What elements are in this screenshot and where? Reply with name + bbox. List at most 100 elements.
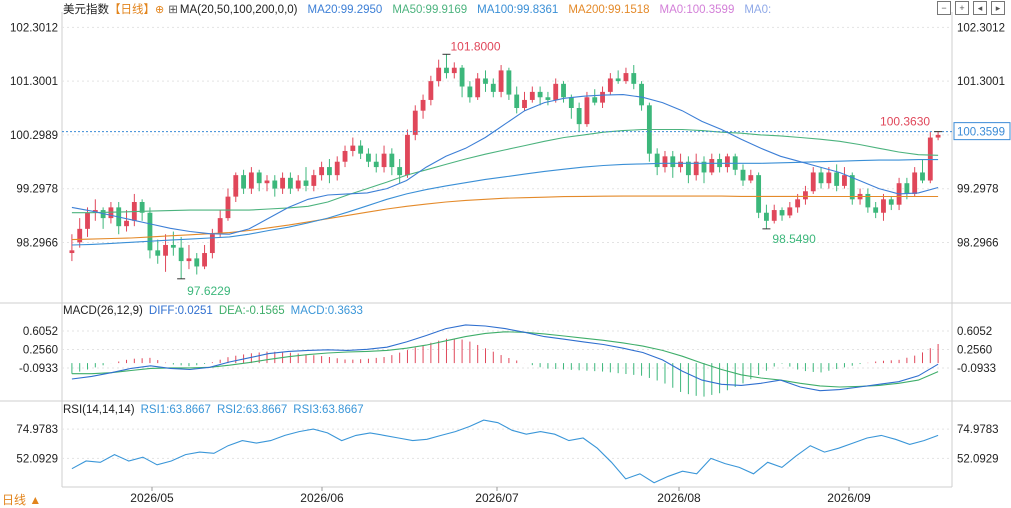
- rsi-tick-label: 52.0929: [16, 453, 58, 465]
- rsi1-value: RSI1:63.8667: [140, 404, 211, 416]
- candle-body: [584, 97, 590, 125]
- y-tick-label: 98.2966: [16, 237, 58, 249]
- candle-body: [475, 78, 481, 98]
- rsi-tick-label: 52.0929: [957, 453, 999, 465]
- candle-body: [881, 199, 886, 213]
- candle-body: [553, 83, 559, 100]
- candle-body: [256, 172, 262, 184]
- candle-body: [342, 150, 348, 162]
- zoom-in-icon[interactable]: +: [955, 1, 969, 15]
- candle-body: [607, 78, 613, 92]
- period-label[interactable]: 【日线】: [109, 4, 155, 16]
- candle-body: [319, 167, 325, 176]
- time-label: 2026/09: [827, 491, 871, 505]
- candle-body: [904, 183, 910, 194]
- macd-dea: DEA:-0.1565: [218, 305, 285, 317]
- candle-body: [522, 99, 527, 108]
- ma0-value-b: MA0:: [744, 4, 772, 16]
- candle-body: [272, 180, 278, 189]
- rsi-label: RSI(14,14,14): [63, 404, 135, 416]
- candle-body: [873, 207, 879, 213]
- candle-body: [373, 161, 379, 168]
- macd-value: MACD:0.3633: [290, 305, 363, 317]
- candle-body: [888, 199, 894, 205]
- candle-body: [795, 199, 801, 208]
- y-tick-label: 102.3012: [10, 22, 58, 34]
- candle-body: [740, 169, 746, 181]
- candle-body: [124, 220, 129, 227]
- ma20-line: [71, 94, 939, 235]
- candle-body: [678, 161, 683, 168]
- ma0-value-a: MA0:100.3599: [659, 4, 735, 16]
- candle-body: [514, 94, 520, 108]
- candle-body: [576, 108, 582, 125]
- time-label: 2026/08: [657, 491, 701, 505]
- candle-body: [225, 196, 231, 219]
- candle-body: [724, 156, 730, 168]
- candle-body: [405, 134, 410, 176]
- rsi2-value: RSI2:63.8667: [216, 404, 288, 416]
- rsi-tick-label: 74.9783: [957, 424, 999, 436]
- candle-body: [506, 70, 512, 95]
- ma20-value: MA20:99.2950: [307, 4, 383, 16]
- candle-body: [920, 172, 925, 181]
- rsi3-value: RSI3:63.8667: [293, 404, 364, 416]
- grid-icon[interactable]: ⊞: [168, 4, 178, 16]
- ma50-value: MA50:99.9169: [392, 4, 468, 16]
- candle-body: [709, 159, 715, 173]
- candle-body: [654, 153, 660, 168]
- ma-label: MA(20,50,100,200,0,0): [179, 4, 298, 16]
- y-tick-label: 102.3012: [957, 22, 1005, 34]
- macd-tick-label: 0.6052: [23, 326, 58, 338]
- time-label: 2026/06: [300, 491, 344, 505]
- ma200-value: MA200:99.1518: [568, 4, 650, 16]
- y-tick-label: 98.2966: [957, 237, 999, 249]
- candle-body: [381, 153, 387, 168]
- zoom-out-icon[interactable]: −: [937, 1, 951, 15]
- candle-body: [420, 99, 426, 111]
- candle-body: [350, 145, 356, 151]
- candle-body: [529, 91, 535, 100]
- candle-body: [639, 83, 644, 106]
- macd-header: MACD(26,12,9) DIFF:0.0251 DEA:-0.1565 MACD:…: [63, 305, 363, 317]
- dea-line: [71, 331, 939, 388]
- y-tick-label: 101.3001: [957, 76, 1005, 88]
- last-price-tag: [953, 122, 1011, 141]
- candle-body: [69, 250, 75, 254]
- macd-tick-label: 0.2560: [957, 345, 992, 357]
- candle-body: [592, 97, 598, 103]
- candle-body: [170, 244, 176, 248]
- candle-body: [444, 67, 449, 74]
- candle-body: [178, 247, 184, 262]
- ma50-line: [71, 128, 939, 214]
- candle-body: [803, 191, 808, 200]
- macd-tick-label: 0.2560: [23, 345, 58, 357]
- candle-body: [568, 97, 574, 108]
- candle-body: [459, 67, 465, 87]
- candle-body: [537, 91, 543, 98]
- candle-body: [295, 180, 301, 189]
- candle-body: [147, 212, 153, 251]
- settings-icon[interactable]: ⊕: [155, 4, 165, 16]
- candle-body: [748, 175, 754, 181]
- candle-body: [779, 210, 785, 216]
- last-high-annotation: 100.3630: [880, 115, 930, 129]
- candle-body: [787, 207, 793, 216]
- candle-body: [483, 78, 488, 84]
- candle-body: [397, 167, 403, 176]
- candle-body: [670, 156, 676, 168]
- candle-body: [139, 202, 145, 213]
- candle-body: [264, 180, 270, 184]
- low-annotation: 97.6229: [187, 284, 231, 298]
- candle-body: [771, 210, 777, 221]
- move-left-icon[interactable]: ◂: [973, 1, 987, 15]
- diff-line: [71, 324, 939, 392]
- candle-body: [202, 253, 207, 267]
- candle-body: [85, 212, 90, 229]
- candle-body: [912, 172, 918, 194]
- move-right-icon[interactable]: ▸: [991, 1, 1005, 15]
- y-tick-label: 99.2978: [957, 184, 999, 196]
- period-switch-button[interactable]: 日线 ▲: [2, 493, 42, 507]
- candle-body: [412, 110, 418, 135]
- macd-tick-label: 0.6052: [957, 326, 992, 338]
